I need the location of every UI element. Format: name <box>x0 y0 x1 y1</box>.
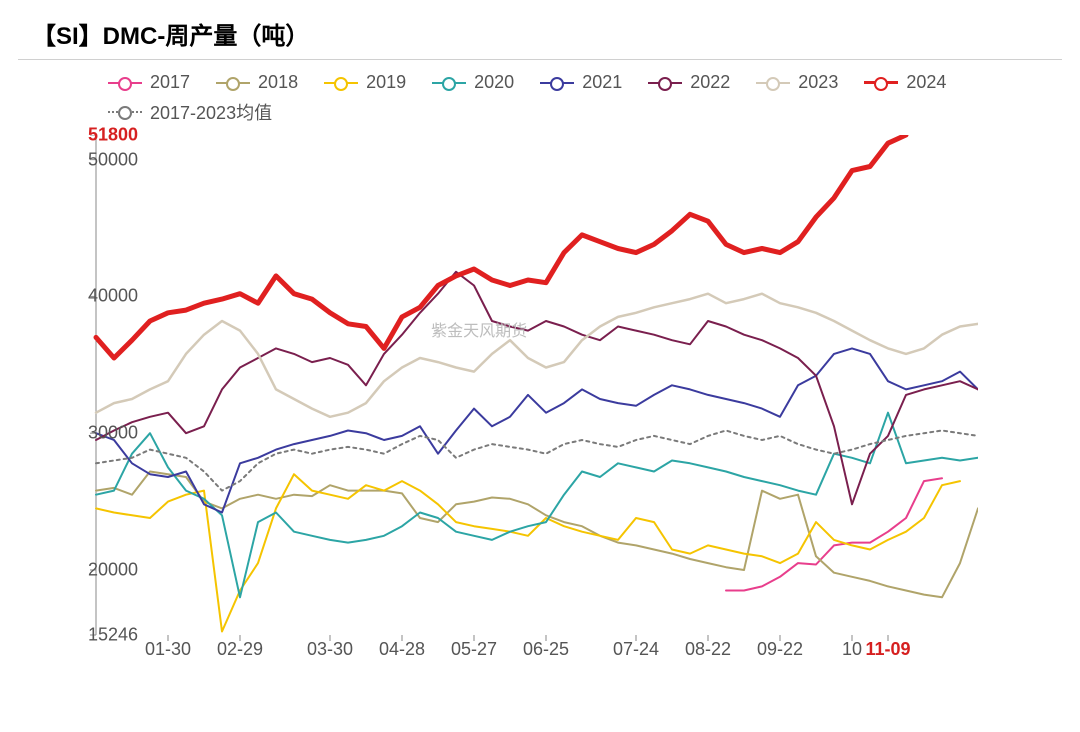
legend-item: 2021 <box>540 72 622 93</box>
x-tick-label: 07-24 <box>613 635 659 660</box>
title-rule <box>18 59 1062 60</box>
x-tick-label: 10 <box>842 635 862 660</box>
chart-title: 【SI】DMC-周产量（吨） <box>18 12 1062 59</box>
y-tick-label: 40000 <box>88 286 96 307</box>
x-tick-label: 08-22 <box>685 635 731 660</box>
x-tick-label: 01-30 <box>145 635 191 660</box>
legend-swatch <box>432 82 466 84</box>
series-2023 <box>96 294 978 417</box>
y-tick-label: 30000 <box>88 423 96 444</box>
legend-swatch <box>216 82 250 84</box>
chart-area: 15246200003000040000500005180001-3002-29… <box>18 135 978 665</box>
y-tick-label: 50000 <box>88 149 96 170</box>
legend-item: 2019 <box>324 72 406 93</box>
x-tick-label: 03-30 <box>307 635 353 660</box>
legend-label: 2020 <box>474 72 514 93</box>
legend-item: 2024 <box>864 72 946 93</box>
x-tick-label: 02-29 <box>217 635 263 660</box>
legend-item: 2022 <box>648 72 730 93</box>
legend-swatch <box>864 81 898 84</box>
legend-swatch <box>648 82 682 84</box>
legend-swatch <box>324 82 358 84</box>
legend-label: 2018 <box>258 72 298 93</box>
legend-item: 2018 <box>216 72 298 93</box>
x-tick-label: 04-28 <box>379 635 425 660</box>
legend-label: 2019 <box>366 72 406 93</box>
legend-item: 2023 <box>756 72 838 93</box>
x-tick-label: 09-22 <box>757 635 803 660</box>
y-tick-label: 15246 <box>88 625 96 646</box>
legend-label: 2024 <box>906 72 946 93</box>
series-2022 <box>96 272 978 505</box>
y-tick-label: 51800 <box>88 125 96 146</box>
legend-label: 2021 <box>582 72 622 93</box>
legend-label: 2017 <box>150 72 190 93</box>
legend-swatch <box>540 82 574 84</box>
legend-label: 2023 <box>798 72 838 93</box>
legend: 2017 2018 2019 2020 2021 2022 2023 2024 2017-202… <box>18 68 1062 129</box>
legend-label: 2017-2023均值 <box>150 99 272 125</box>
legend-swatch <box>108 111 142 113</box>
legend-swatch <box>108 82 142 84</box>
legend-item: 2020 <box>432 72 514 93</box>
series-2019 <box>96 474 960 631</box>
y-tick-label: 20000 <box>88 559 96 580</box>
x-tick-label: 06-25 <box>523 635 569 660</box>
x-tick-label: 11-09 <box>865 635 910 660</box>
chart-svg <box>18 135 978 665</box>
x-tick-label: 05-27 <box>451 635 497 660</box>
legend-label: 2022 <box>690 72 730 93</box>
series-2017-2023均值 <box>96 431 978 491</box>
series-2018 <box>96 472 978 598</box>
legend-item: 2017-2023均值 <box>108 99 272 125</box>
legend-swatch <box>756 82 790 84</box>
legend-item: 2017 <box>108 72 190 93</box>
